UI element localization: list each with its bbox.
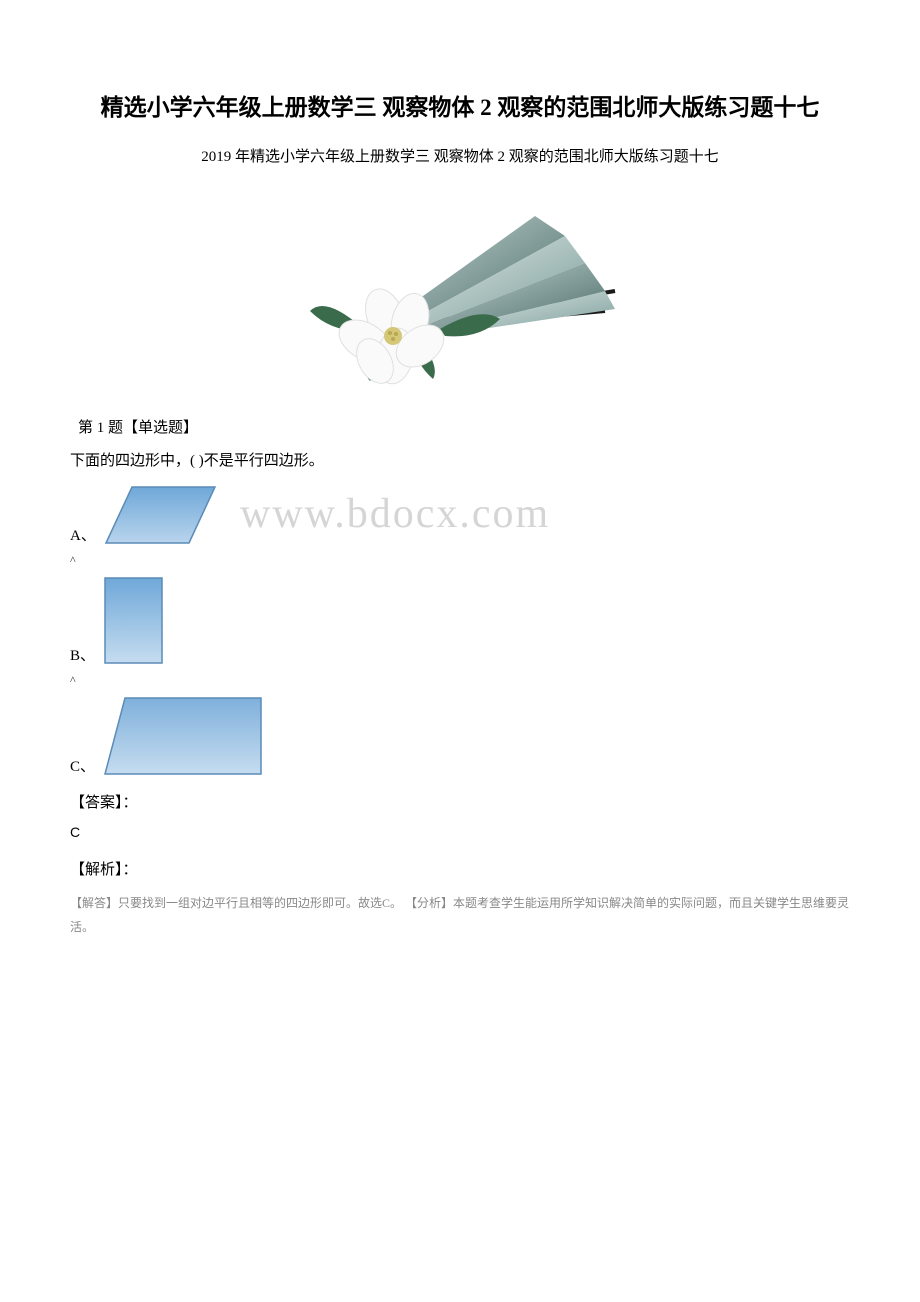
caret-marker: ^	[70, 553, 850, 568]
parallelogram-shape-icon	[104, 485, 217, 545]
caret-marker-2: ^	[70, 673, 850, 688]
option-a-container: www.bdocx.com A、	[70, 485, 850, 545]
option-a-label: A、	[70, 524, 96, 545]
analysis-text: 【解答】只要找到一组对边平行且相等的四边形即可。故选C。 【分析】本题考查学生能…	[70, 891, 850, 939]
answer-label: 【答案】：	[70, 791, 850, 812]
fan-flower-icon	[265, 191, 655, 391]
option-b-label: B、	[70, 644, 95, 665]
rectangle-shape-icon	[103, 576, 164, 665]
analysis-label: 【解析】：	[70, 858, 850, 879]
question-header: 第 1 题【单选题】	[78, 416, 850, 437]
answer-value: C	[70, 824, 850, 840]
option-b-container: B、	[70, 576, 850, 665]
page-subtitle: 2019 年精选小学六年级上册数学三 观察物体 2 观察的范围北师大版练习题十七	[70, 145, 850, 166]
page-title: 精选小学六年级上册数学三 观察物体 2 观察的范围北师大版练习题十七	[70, 90, 850, 127]
decorative-fan-flower-image	[70, 191, 850, 391]
option-c-label: C、	[70, 755, 95, 776]
trapezoid-shape-icon	[103, 696, 263, 776]
option-c-container: C、	[70, 696, 850, 776]
question-text: 下面的四边形中，( )不是平行四边形。	[70, 449, 850, 470]
